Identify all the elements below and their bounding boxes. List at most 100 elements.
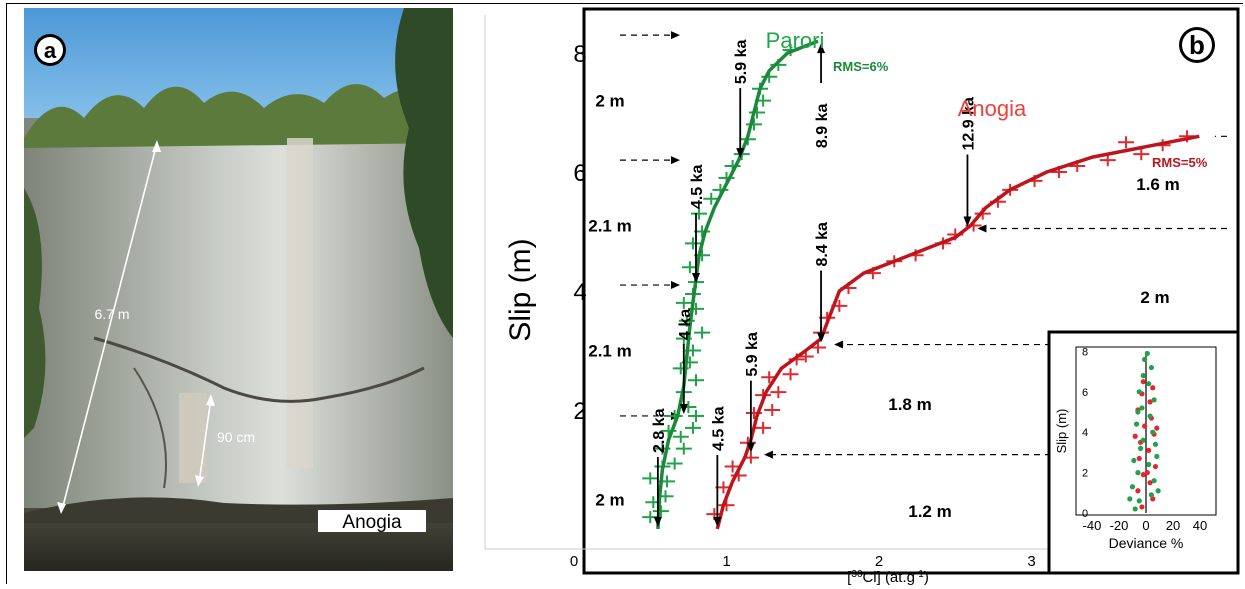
inset-parori-point — [1138, 445, 1144, 451]
plot-frame — [582, 7, 1240, 575]
inset-x-label: Deviance % — [1109, 535, 1184, 551]
age-arrowhead — [817, 332, 826, 343]
age-arrowhead — [713, 517, 722, 527]
inset-parori-point — [1140, 373, 1146, 379]
x-axis-label: [36Cl] (at.g-1) — [847, 569, 929, 586]
inset-y-tick: 4 — [1082, 427, 1088, 439]
photo-scarp — [24, 118, 453, 518]
left-break-arrowhead — [671, 281, 680, 290]
left-break-arrowhead — [671, 31, 680, 40]
inset-anogia-point — [1135, 488, 1141, 494]
left-segment-label: 2.1 m — [588, 342, 631, 361]
inset-anogia-point — [1142, 423, 1148, 429]
inset-anogia-point — [1139, 504, 1145, 510]
badge-a-label: a — [44, 38, 57, 63]
inset-parori-point — [1140, 437, 1146, 443]
age-arrowhead — [692, 273, 700, 284]
site-label-box — [318, 510, 426, 532]
inset-parori-point — [1151, 478, 1157, 484]
parori-rms: RMS=6% — [833, 59, 889, 74]
badge-b-label: b — [1189, 30, 1205, 60]
parori-series-label: Parori — [766, 28, 825, 53]
left-segment-label: 2 m — [595, 92, 624, 111]
age-arrowhead — [679, 403, 688, 414]
age-arrowhead — [736, 148, 745, 159]
y-axis-label: Slip (m) — [504, 238, 537, 341]
strip-label: 90 cm — [217, 429, 255, 445]
photo-sampling-strip — [287, 138, 313, 468]
strip-arrow-90cm: 90 cm — [195, 394, 255, 487]
age-arrows: 2.8 ka 4 ka 4.5 ka 5.9 ka 4.5 ka 5.9 ka 8.4 ka… — [651, 40, 977, 527]
scarp-photograph: a 6.7 m 90 cm Anogia — [24, 8, 453, 571]
right-segment-label: 1.2 m — [908, 502, 951, 521]
inset-parori-point — [1144, 350, 1150, 357]
inset-parori-point — [1148, 364, 1154, 371]
right-break-arrowhead — [834, 340, 844, 349]
y-tick-label: 2 — [573, 398, 586, 425]
inset-parori-point — [1132, 506, 1138, 512]
anogia-series-label: Anogia — [958, 96, 1027, 121]
site-label: Anogia — [342, 512, 402, 533]
inset-x-tick: 0 — [1142, 518, 1149, 533]
right-segment-label: 2 m — [1140, 288, 1169, 307]
badge-b: b — [1179, 27, 1215, 63]
inset-x-tick: 20 — [1166, 518, 1180, 533]
inset-parori-point — [1148, 492, 1154, 498]
badge-a: a — [34, 34, 66, 66]
inset-parori-point — [1150, 429, 1156, 435]
inset-y-tick: 8 — [1082, 346, 1088, 358]
left-segment-label: 2.1 m — [588, 217, 631, 236]
x-tick-label: 2 — [875, 553, 883, 570]
inset-anogia-point — [1136, 455, 1142, 462]
photo-vegetation-top — [24, 84, 453, 148]
inset-anogia-point — [1140, 379, 1146, 385]
inset-parori-point — [1131, 457, 1137, 464]
inset-parori-point — [1154, 453, 1160, 460]
y-tick-label: 8 — [573, 41, 586, 68]
age-label: 12.9 ka — [960, 97, 977, 150]
inset-parori-point — [1129, 484, 1136, 490]
figure-frame — [6, 3, 1243, 584]
inset-parori-point — [1136, 389, 1142, 395]
inset-y-label: Slip (m) — [1054, 409, 1069, 454]
length-label: 6.7 m — [94, 306, 129, 322]
left-break-arrowhead — [671, 156, 680, 165]
inset-anogia-point — [1140, 472, 1146, 478]
photo-trees-left — [24, 188, 46, 438]
inset-parori-point — [1146, 461, 1152, 468]
inset-points — [1127, 350, 1161, 512]
inset-parori-point — [1127, 496, 1133, 502]
inset-tick-labels: 0 2 4 6 8 -40 -20 0 20 40 — [1082, 346, 1207, 533]
age-arrowhead — [746, 442, 755, 453]
age-arrowhead — [963, 216, 972, 227]
inset-y-tick: 2 — [1082, 468, 1088, 480]
inset-parori-point — [1133, 421, 1140, 427]
inset-x-tick: -40 — [1083, 518, 1102, 533]
age-arrow-up-head — [817, 43, 826, 54]
inset-parori-point — [1139, 405, 1145, 411]
inset-anogia-point — [1132, 433, 1138, 439]
left-segment-label: 2 m — [595, 490, 624, 509]
inset-anogia-point — [1147, 399, 1153, 405]
inset-parori-point — [1135, 470, 1141, 476]
inset-parori-point — [1146, 381, 1152, 387]
inset-anogia-point — [1150, 496, 1156, 502]
segment-labels: 2 m 2.1 m 2.1 m 2 m 1.2 m 1.8 m 2 m 1.6 m — [588, 92, 1179, 522]
inset-parori-point — [1136, 498, 1142, 504]
parori-model-line — [656, 39, 819, 530]
inset-parori-point — [1151, 397, 1157, 403]
inset-anogia-point — [1146, 447, 1152, 453]
age-label: 4 ka — [677, 309, 694, 340]
age-label: 8.4 ka — [814, 222, 831, 267]
inset-parori-point — [1147, 413, 1153, 419]
anogia-rms: RMS=5% — [1152, 155, 1208, 170]
photo-trees-right — [395, 8, 453, 338]
inset-frame — [1047, 330, 1240, 575]
x-tick-label: 0 — [570, 553, 578, 570]
right-break-arrowhead — [977, 224, 987, 233]
inset-plot-box — [1075, 346, 1217, 516]
age-arrowhead — [653, 517, 662, 527]
inset-x-tick: 40 — [1193, 518, 1207, 533]
inset-x-tick: -20 — [1110, 518, 1129, 533]
